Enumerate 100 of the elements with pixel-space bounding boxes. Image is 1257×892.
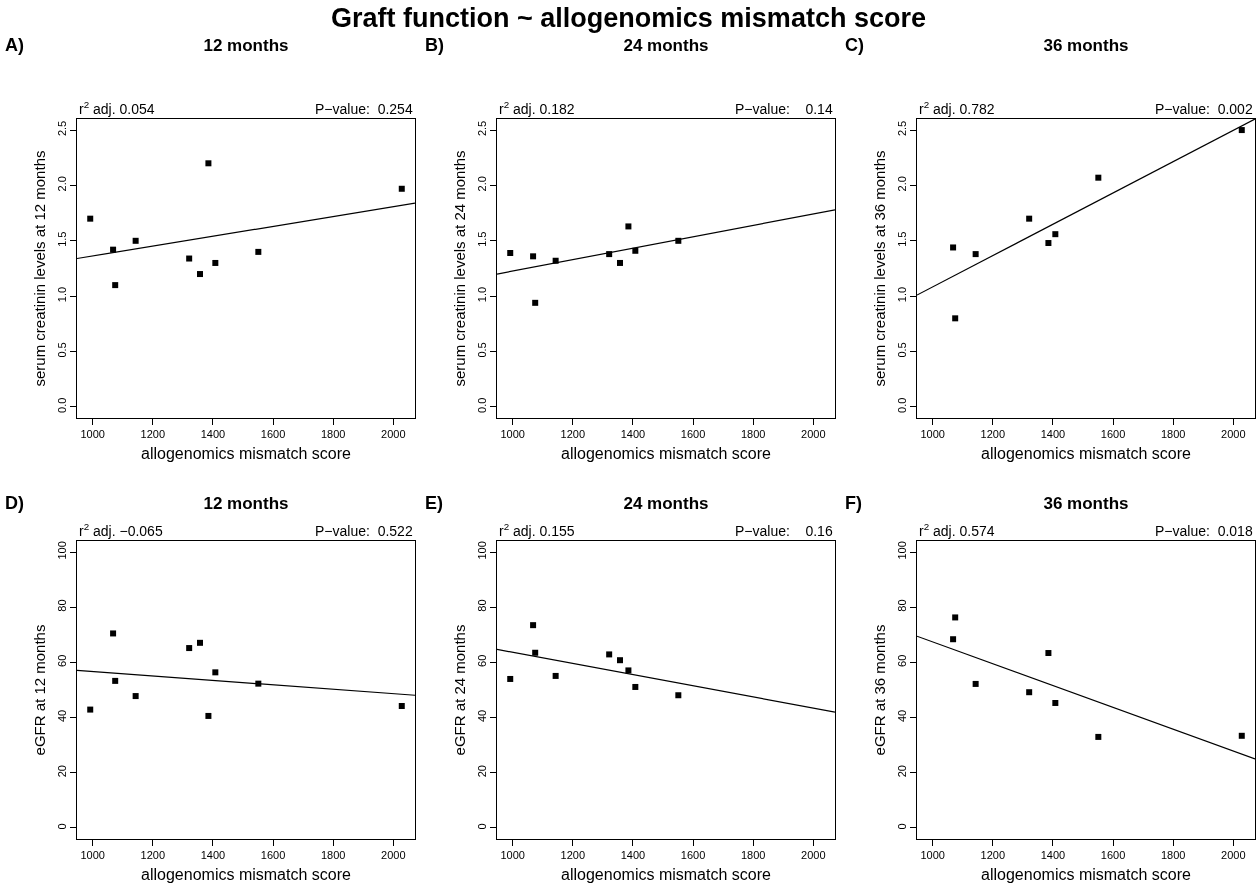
x-tick-label: 2000 <box>801 428 826 441</box>
point <box>1095 174 1102 181</box>
x-tick-label: 1800 <box>320 849 346 862</box>
point <box>205 712 212 719</box>
x-tick-label: 1800 <box>320 428 346 441</box>
x-tick-label: 1400 <box>620 428 646 441</box>
point <box>132 693 139 700</box>
y-tick-label: 2.0 <box>475 176 488 192</box>
x-tick-label: 2000 <box>1221 428 1246 441</box>
x-tick-label: 1000 <box>920 428 945 441</box>
point <box>1052 231 1059 238</box>
text: C) <box>845 35 864 55</box>
point <box>87 215 94 222</box>
text: r$^{2}$ adj. 0.574 <box>919 521 995 539</box>
x-tick-label: 1600 <box>1100 849 1126 862</box>
point <box>625 223 632 230</box>
chart-title: 12 months <box>203 35 289 55</box>
x-tick-label: 1000 <box>500 849 525 862</box>
point <box>632 683 639 690</box>
point <box>87 706 94 713</box>
point <box>398 703 405 709</box>
y-tick-label: 100 <box>475 541 488 560</box>
point <box>530 622 537 629</box>
point <box>950 636 957 643</box>
text: Graft function ~ allogenomics mismatch score <box>330 2 927 34</box>
y-axis-title: eGFR at 24 months <box>450 624 468 756</box>
text: P−value: 0.16 <box>735 523 833 539</box>
y-tick-label: 1.5 <box>55 231 68 247</box>
chart-title: 12 months <box>203 493 289 513</box>
y-tick-label: 1.0 <box>895 286 908 303</box>
x-tick-label: 1800 <box>740 849 766 862</box>
text: P−value: 0.002 <box>1155 101 1253 117</box>
y-tick-label: 0.0 <box>895 397 908 413</box>
y-tick-label: 40 <box>475 709 488 723</box>
y-tick-label: 60 <box>895 654 908 667</box>
text: P−value: 0.018 <box>1155 523 1253 539</box>
y-tick-label: 1.5 <box>475 231 488 247</box>
point <box>1026 215 1033 222</box>
x-tick-label: 1800 <box>1160 428 1186 441</box>
x-tick-label: 1200 <box>140 428 166 441</box>
chart-title: 36 months <box>1043 493 1129 513</box>
y-axis-title: serum creatinin levels at 12 months <box>30 150 48 387</box>
point <box>606 651 613 658</box>
text: P−value: 0.14 <box>735 101 833 117</box>
point <box>132 237 139 244</box>
point <box>952 315 959 322</box>
x-axis-title: allogenomics mismatch score <box>141 865 352 883</box>
point <box>972 680 979 687</box>
x-tick-label: 1200 <box>140 849 166 862</box>
y-tick-label: 0 <box>895 823 908 830</box>
point <box>532 649 539 656</box>
x-tick-label: 1600 <box>260 849 286 862</box>
x-tick-label: 1400 <box>1040 849 1066 862</box>
y-tick-label: 100 <box>55 541 68 560</box>
point <box>1045 650 1052 657</box>
x-tick-label: 2000 <box>381 428 406 441</box>
point <box>625 667 632 674</box>
x-tick-label: 1800 <box>1160 849 1186 862</box>
point <box>507 675 514 682</box>
point <box>552 672 559 679</box>
y-tick-label: 100 <box>895 541 908 560</box>
point <box>950 244 957 251</box>
text: r$^{2}$ adj. 0.182 <box>499 99 575 117</box>
point <box>675 692 682 699</box>
x-tick-label: 1200 <box>980 428 1006 441</box>
y-tick-label: 80 <box>55 599 68 612</box>
y-tick-label: 60 <box>475 654 488 667</box>
point <box>110 630 117 637</box>
chart-title: 36 months <box>1043 35 1129 55</box>
text: E) <box>425 493 444 513</box>
y-tick-label: 0 <box>475 823 488 830</box>
y-axis-title: eGFR at 36 months <box>870 624 888 756</box>
y-tick-label: 0.0 <box>475 397 488 413</box>
x-tick-label: 1600 <box>680 849 706 862</box>
y-tick-label: 1.5 <box>895 231 908 247</box>
x-tick-label: 1400 <box>200 428 226 441</box>
y-tick-label: 1.0 <box>55 286 68 303</box>
y-tick-label: 0.0 <box>55 397 68 413</box>
y-tick-label: 2.5 <box>55 120 68 137</box>
x-axis-title: allogenomics mismatch score <box>561 444 772 462</box>
text: r$^{2}$ adj. 0.155 <box>499 521 575 539</box>
text: D) <box>5 493 24 513</box>
point <box>530 253 537 260</box>
text: r$^{2}$ adj. 0.782 <box>919 99 995 117</box>
y-tick-label: 20 <box>55 765 68 778</box>
point <box>255 248 262 255</box>
text: A) <box>5 35 24 55</box>
chart-title: 24 months <box>623 35 709 55</box>
text: P−value: 0.254 <box>315 101 413 117</box>
y-tick-label: 60 <box>55 654 68 667</box>
point <box>112 677 119 684</box>
y-tick-label: 20 <box>895 765 908 778</box>
point <box>205 160 212 167</box>
y-tick-label: 0 <box>55 823 68 830</box>
y-tick-label: 2.0 <box>55 176 68 192</box>
x-axis-title: allogenomics mismatch score <box>981 865 1192 883</box>
x-tick-label: 1400 <box>1040 428 1066 441</box>
point <box>398 185 405 192</box>
x-tick-label: 1000 <box>920 849 945 862</box>
x-tick-label: 1600 <box>680 428 706 441</box>
